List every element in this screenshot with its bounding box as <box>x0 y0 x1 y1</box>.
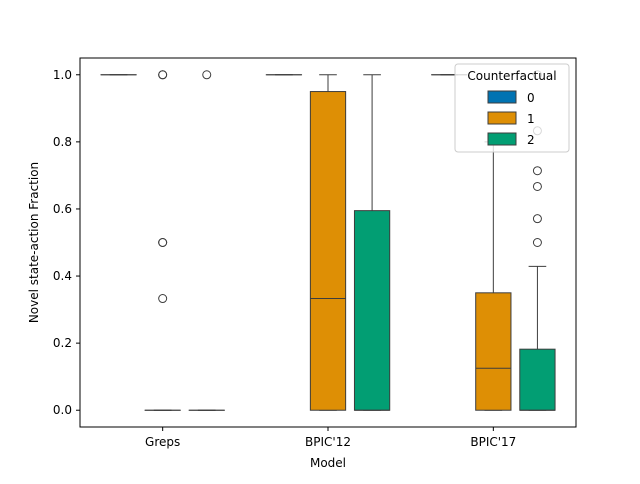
legend-swatch <box>488 133 516 145</box>
box-group <box>476 142 511 410</box>
legend-swatch <box>488 112 516 124</box>
x-tick-label: BPIC'12 <box>305 435 351 449</box>
outlier-point <box>533 167 541 175</box>
x-tick-label: BPIC'17 <box>470 435 516 449</box>
box-body <box>354 211 389 411</box>
outlier-point <box>159 295 167 303</box>
outlier-point <box>203 71 211 79</box>
y-tick-label: 0.2 <box>53 336 72 350</box>
legend-label: 2 <box>527 133 535 147</box>
box-body <box>476 293 511 410</box>
y-tick-label: 0.8 <box>53 135 72 149</box>
y-axis-label: Novel state-action Fraction <box>27 162 41 323</box>
legend-swatch <box>488 91 516 103</box>
box-body <box>520 349 555 410</box>
legend-label: 1 <box>527 112 535 126</box>
x-tick-label: Greps <box>145 435 180 449</box>
y-tick-label: 0.6 <box>53 202 72 216</box>
outlier-point <box>159 71 167 79</box>
outlier-point <box>533 215 541 223</box>
outlier-point <box>533 239 541 247</box>
y-tick-label: 1.0 <box>53 68 72 82</box>
box-group <box>354 75 389 410</box>
y-tick-label: 0.0 <box>53 403 72 417</box>
box-group <box>310 75 345 410</box>
outlier-point <box>533 182 541 190</box>
outlier-point <box>159 239 167 247</box>
box-group <box>189 71 224 410</box>
legend-title: Counterfactual <box>467 69 556 83</box>
box-body <box>310 92 345 411</box>
legend-label: 0 <box>527 91 535 105</box>
x-axis-label: Model <box>310 456 346 470</box>
box-group <box>145 71 180 410</box>
legend: Counterfactual 0 1 2 <box>455 64 569 152</box>
y-tick-label: 0.4 <box>53 269 72 283</box>
